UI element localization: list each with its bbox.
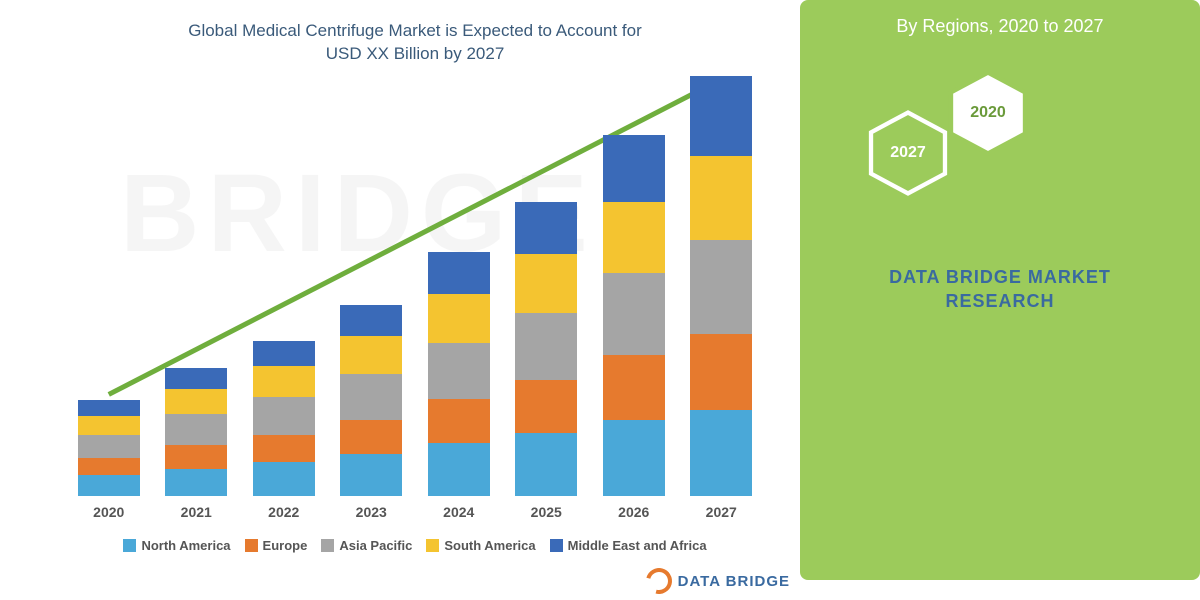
bar-seg <box>340 336 402 374</box>
bar-2020 <box>78 400 140 496</box>
bar-seg <box>690 334 752 410</box>
bar-seg <box>603 135 665 202</box>
x-label: 2027 <box>678 504 766 520</box>
legend-label: Middle East and Africa <box>568 538 707 553</box>
bar-seg <box>78 400 140 416</box>
bar-2024 <box>428 252 490 496</box>
bar-seg <box>340 305 402 337</box>
legend-swatch <box>550 539 563 552</box>
bar-seg <box>515 202 577 255</box>
x-label: 2022 <box>240 504 328 520</box>
bar-seg <box>78 435 140 458</box>
chart-title: Global Medical Centrifuge Market is Expe… <box>60 20 770 66</box>
legend-item: North America <box>123 538 230 553</box>
footer-logo-icon <box>641 563 677 599</box>
bar-seg <box>253 341 315 366</box>
x-label: 2021 <box>153 504 241 520</box>
bar-seg <box>340 374 402 420</box>
x-label: 2024 <box>415 504 503 520</box>
bar-seg <box>603 202 665 273</box>
hex-badge-2027: 2027 <box>865 110 951 196</box>
bar-seg <box>603 273 665 355</box>
bar-seg <box>690 76 752 156</box>
x-label: 2020 <box>65 504 153 520</box>
legend-swatch <box>321 539 334 552</box>
footer-logo-text: DATA BRIDGE <box>678 573 790 590</box>
x-label: 2026 <box>590 504 678 520</box>
bar-seg <box>253 366 315 398</box>
bar-seg <box>515 254 577 313</box>
bar-seg <box>253 435 315 462</box>
hex-2027-label: 2027 <box>890 144 926 162</box>
x-label: 2023 <box>328 504 416 520</box>
chart-legend: North America Europe Asia Pacific South Ame… <box>60 538 770 553</box>
bar-seg <box>78 458 140 475</box>
legend-item: Asia Pacific <box>321 538 412 553</box>
legend-swatch <box>245 539 258 552</box>
legend-label: Europe <box>263 538 308 553</box>
brand-text: DATA BRIDGE MARKET RESEARCH <box>800 265 1200 314</box>
bar-seg <box>690 240 752 335</box>
root: BRIDGE Global Medical Centrifuge Market … <box>0 0 1200 600</box>
bar-seg <box>690 410 752 496</box>
bar-2027 <box>690 76 752 496</box>
legend-item: Europe <box>245 538 308 553</box>
bar-seg <box>515 433 577 496</box>
bar-seg <box>165 389 227 414</box>
brand-line-1: DATA BRIDGE MARKET <box>889 267 1111 287</box>
bar-seg <box>690 156 752 240</box>
x-axis-labels: 20202021202220232024202520262027 <box>65 504 765 520</box>
bar-seg <box>165 445 227 468</box>
bar-seg <box>515 380 577 433</box>
bar-seg <box>340 454 402 496</box>
bar-2025 <box>515 202 577 496</box>
bar-seg <box>515 313 577 380</box>
brand-line-2: RESEARCH <box>945 291 1054 311</box>
legend-label: North America <box>141 538 230 553</box>
side-title: By Regions, 2020 to 2027 <box>800 16 1200 37</box>
bar-seg <box>165 368 227 389</box>
bar-seg <box>428 399 490 443</box>
hex-badge-2020: 2020 <box>945 70 1031 156</box>
legend-item: Middle East and Africa <box>550 538 707 553</box>
bar-seg <box>603 355 665 420</box>
bar-seg <box>428 252 490 294</box>
bar-2021 <box>165 368 227 496</box>
bar-seg <box>428 294 490 342</box>
bar-seg <box>340 420 402 454</box>
bar-seg <box>428 343 490 400</box>
legend-swatch <box>123 539 136 552</box>
bar-seg <box>428 443 490 496</box>
bar-2023 <box>340 305 402 496</box>
x-label: 2025 <box>503 504 591 520</box>
bar-seg <box>78 416 140 435</box>
legend-swatch <box>426 539 439 552</box>
bar-seg <box>253 397 315 435</box>
footer-logo: DATA BRIDGE <box>646 568 790 594</box>
legend-item: South America <box>426 538 535 553</box>
chart-plot <box>65 76 765 496</box>
bar-2026 <box>603 135 665 496</box>
bar-seg <box>603 420 665 496</box>
bar-2022 <box>253 341 315 496</box>
legend-label: South America <box>444 538 535 553</box>
bar-seg <box>165 414 227 446</box>
bar-seg <box>78 475 140 496</box>
bar-seg <box>253 462 315 496</box>
side-panel: By Regions, 2020 to 2027 2027 2020 DATA … <box>800 0 1200 600</box>
hex-2020-label: 2020 <box>970 104 1006 122</box>
chart-panel: BRIDGE Global Medical Centrifuge Market … <box>0 0 800 600</box>
legend-label: Asia Pacific <box>339 538 412 553</box>
bar-seg <box>165 469 227 496</box>
